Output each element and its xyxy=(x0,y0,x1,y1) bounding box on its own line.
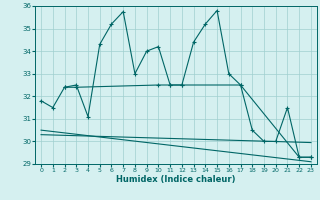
X-axis label: Humidex (Indice chaleur): Humidex (Indice chaleur) xyxy=(116,175,236,184)
